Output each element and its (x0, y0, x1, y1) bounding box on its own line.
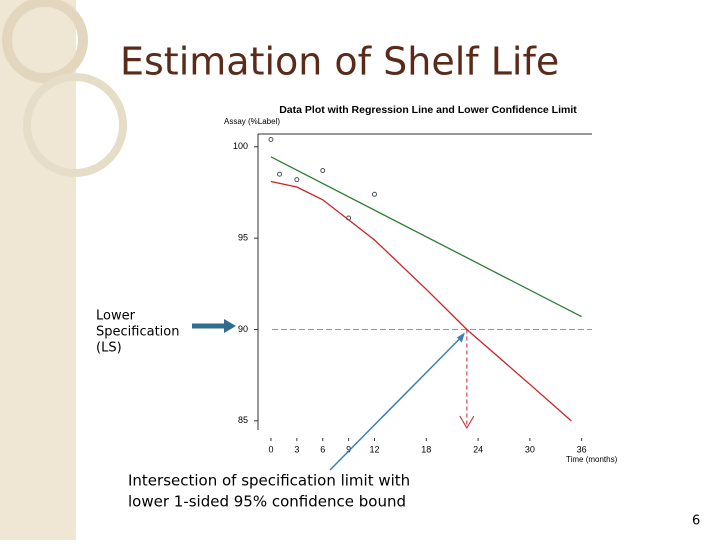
y-tick-label: 85 (238, 415, 248, 425)
left-note: Specification (96, 325, 179, 340)
slide-title: Estimation of Shelf Life (120, 40, 559, 84)
x-tick-label: 12 (370, 444, 380, 454)
data-point (268, 136, 274, 142)
chart-title: Data Plot with Regression Line and Lower… (279, 104, 577, 116)
x-tick-label: 0 (268, 444, 273, 454)
x-tick-label: 30 (525, 444, 535, 454)
x-tick-label: 6 (320, 444, 325, 454)
series-line (270, 156, 582, 318)
x-tick-label: 36 (577, 444, 587, 454)
page-number: 6 (692, 514, 700, 529)
y-axis-label: Assay (%Label) (224, 117, 280, 126)
data-point (294, 177, 300, 183)
x-axis-label: Time (months) (566, 455, 618, 464)
decor-circle (2, 0, 88, 83)
x-tick-label: 18 (421, 444, 431, 454)
y-tick-label: 95 (238, 233, 248, 243)
x-tick-label: 9 (346, 444, 351, 454)
bottom-note: Intersection of specification limit with (128, 472, 410, 490)
x-tick-label: 24 (473, 444, 483, 454)
drop-arrow-head (459, 415, 475, 429)
pointer-line (329, 333, 465, 471)
data-point (320, 168, 326, 174)
data-point (372, 191, 378, 197)
bottom-note: lower 1-sided 95% confidence bound (128, 493, 406, 511)
y-tick-label: 90 (238, 324, 248, 334)
x-tick-label: 3 (294, 444, 299, 454)
pointer-head (456, 332, 465, 343)
decor-circle (23, 73, 127, 177)
ls-arrow-head (224, 319, 236, 333)
data-point (346, 215, 352, 221)
left-note: (LS) (96, 341, 122, 356)
y-tick-label: 100 (233, 141, 248, 151)
data-point (277, 171, 283, 177)
left-note: Lower (96, 309, 136, 324)
series-line (270, 180, 572, 422)
